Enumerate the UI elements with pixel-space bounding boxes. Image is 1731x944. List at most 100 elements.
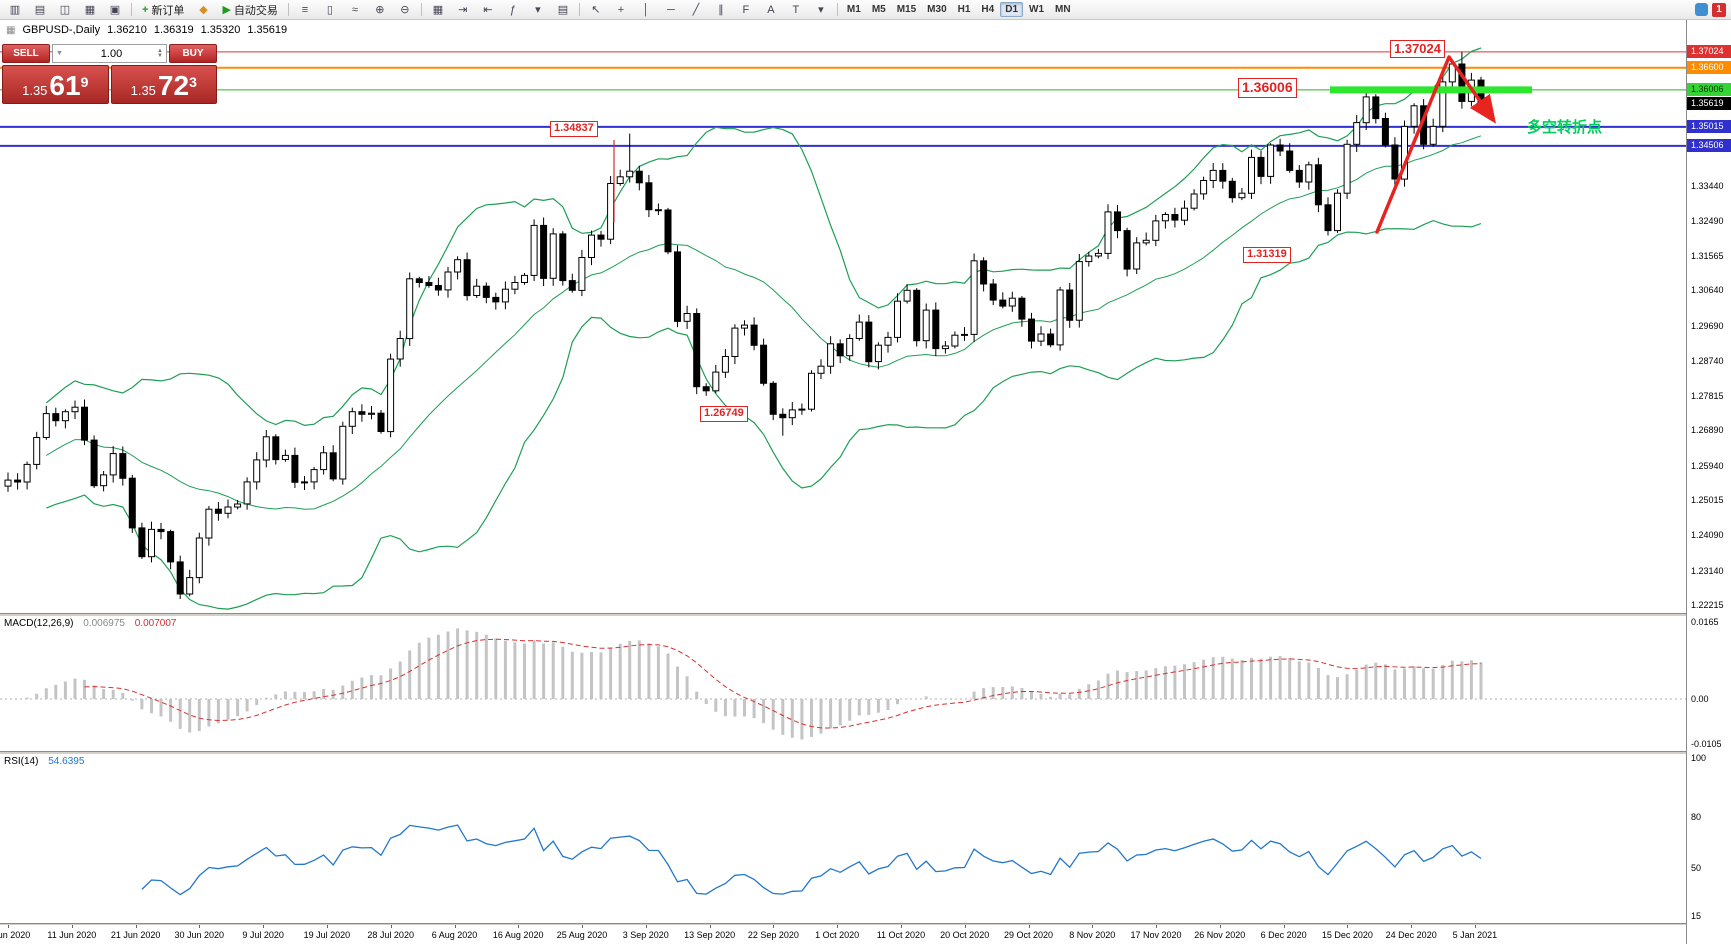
chart-icon: ▦ [6, 24, 16, 36]
price-axis-label: 1.30640 [1691, 285, 1724, 296]
date-axis-label: 5 Jan 2021 [1452, 930, 1498, 940]
candlestick-chart-icon[interactable]: ▯ [326, 4, 333, 16]
rsi-scale-label: 15 [1691, 911, 1702, 921]
autotrading-button[interactable]: ▶ 自动交易 [216, 1, 283, 19]
date-tick [1092, 925, 1094, 928]
notification-badge[interactable]: 1 [1712, 2, 1726, 17]
auto-scroll-icon[interactable]: ⇥ [458, 4, 468, 16]
date-tick [518, 925, 520, 928]
new-order-button[interactable]: + 新订单 [136, 1, 190, 19]
new-chart-icon[interactable]: ▥ [9, 4, 21, 16]
pane-separator-dates[interactable] [0, 923, 1731, 926]
price-axis-label: 1.25940 [1691, 460, 1724, 471]
price-annotation-label[interactable]: 1.26749 [700, 406, 748, 422]
bar-chart-icon[interactable]: ≡ [301, 3, 309, 16]
date-tick [199, 925, 201, 928]
sell-price-button[interactable]: 1.35 61 9 [2, 65, 109, 104]
fibonacci-icon[interactable]: F [742, 3, 750, 16]
navigator-icon[interactable]: ▦ [84, 4, 96, 16]
zoom-out-icon[interactable]: ⊖ [400, 4, 410, 16]
one-click-trading-panel: SELL ▼ 1.00 ▲ ▼ BUY 1.35 61 9 1.35 72 3 [2, 44, 217, 104]
terminal-icon[interactable]: ▣ [109, 4, 121, 16]
templates-icon[interactable]: ▤ [557, 4, 569, 16]
ohlc-close: 1.35619 [247, 24, 288, 36]
price-axis[interactable]: 1.37024 1.36600 1.36006 1.35619 1.35015 1.345… [1686, 20, 1731, 944]
volume-up-icon[interactable]: ▲ [157, 47, 163, 54]
trendline-icon[interactable]: ╱ [692, 4, 700, 16]
chart-ohlc-header: ▦ GBPUSD-,Daily 1.36210 1.36319 1.35320 … [6, 24, 287, 36]
timeframe-m30-button[interactable]: M30 [927, 4, 947, 15]
date-tick [1411, 925, 1413, 928]
date-axis-label: 8 Nov 2020 [1069, 930, 1116, 940]
date-axis-label: 11 Jun 2020 [47, 930, 97, 940]
vertical-line-icon[interactable]: │ [642, 3, 650, 16]
price-axis-label: 1.22215 [1691, 600, 1724, 610]
tile-windows-icon[interactable]: ▦ [432, 4, 444, 16]
price-axis-label: 1.25015 [1691, 495, 1724, 506]
chart-shift-icon[interactable]: ⇤ [483, 4, 493, 16]
rsi-indicator-header: RSI(14) 54.6395 [4, 756, 84, 767]
volume-dropdown-icon[interactable]: ▼ [56, 50, 63, 57]
equidistant-channel-icon[interactable]: ∥ [718, 4, 724, 16]
date-tick [582, 925, 583, 928]
timeframe-m5-button[interactable]: M5 [871, 4, 886, 15]
buy-price-button[interactable]: 1.35 72 3 [110, 65, 217, 104]
date-axis-label: 2 Jun 2020 [0, 930, 31, 940]
timeframe-h1-button[interactable]: H1 [957, 4, 971, 15]
date-tick [1474, 925, 1476, 928]
date-tick [1219, 925, 1221, 928]
cn-text-annotation[interactable]: 多空转折点 [1527, 119, 1603, 136]
date-axis-label: 17 Nov 2020 [1130, 930, 1182, 940]
timeframe-w1-button[interactable]: W1 [1029, 4, 1045, 15]
timeframe-h4-button[interactable]: H4 [981, 4, 995, 15]
pane-separator-rsi[interactable] [0, 751, 1731, 754]
sell-button[interactable]: SELL [2, 44, 50, 63]
volume-value[interactable]: 1.00 [100, 47, 123, 60]
date-tick [1283, 925, 1285, 928]
timeframe-mn-button[interactable]: MN [1055, 4, 1071, 15]
volume-spinner[interactable]: ▲ ▼ [157, 47, 166, 59]
horizontal-line-icon[interactable]: ─ [667, 3, 675, 16]
price-annotation-label[interactable]: 1.34837 [550, 121, 598, 137]
timeframe-m1-button[interactable]: M1 [846, 4, 861, 15]
crosshair-icon[interactable]: + [617, 3, 625, 16]
volume-field[interactable]: ▼ 1.00 ▲ ▼ [52, 44, 167, 63]
text-icon[interactable]: A [767, 3, 775, 16]
date-axis-label: 15 Dec 2020 [1321, 930, 1373, 940]
periods-icon[interactable]: ▾ [535, 4, 541, 16]
alerts-icon[interactable] [1695, 3, 1708, 16]
line-chart-icon[interactable]: ≈ [351, 3, 358, 16]
timeframe-m15-button[interactable]: M15 [896, 4, 917, 15]
volume-down-icon[interactable]: ▼ [157, 52, 163, 59]
arrows-list-icon[interactable]: ▾ [818, 4, 824, 16]
macd-indicator-header: MACD(12,26,9) 0.006975 0.007007 [4, 618, 176, 629]
date-axis-label: 13 Sep 2020 [684, 930, 736, 940]
timeframe-d1-button[interactable]: D1 [1000, 2, 1024, 17]
macd-scale-label: 0.0165 [1691, 617, 1719, 627]
sell-price-big: 61 [49, 70, 81, 101]
price-axis-badge: 1.35015 [1687, 119, 1731, 133]
text-label-icon[interactable]: T [792, 3, 800, 16]
buy-button[interactable]: BUY [169, 44, 217, 63]
date-tick [135, 925, 137, 928]
rsi-value: 54.6395 [48, 756, 85, 767]
profiles-icon[interactable]: ▤ [34, 4, 46, 16]
date-tick [709, 925, 711, 928]
price-annotation-label[interactable]: 1.31319 [1243, 247, 1291, 263]
ohlc-open: 1.36210 [107, 24, 147, 36]
pane-separator-macd[interactable] [0, 613, 1731, 616]
zoom-in-icon[interactable]: ⊕ [375, 4, 385, 16]
metaeditor-icon[interactable]: ◆ [199, 4, 208, 16]
date-axis[interactable]: 2 Jun 2020 11 Jun 2020 21 Jun 2020 30 Jun 2… [0, 925, 1686, 944]
market-watch-icon[interactable]: ◫ [59, 4, 71, 16]
price-annotation-label[interactable]: 1.37024 [1390, 40, 1445, 59]
indicators-list-icon[interactable]: ƒ [509, 3, 516, 16]
price-annotation-label[interactable]: 1.36006 [1238, 78, 1297, 98]
date-axis-label: 9 Jul 2020 [242, 930, 284, 940]
rsi-title: RSI(14) [4, 756, 39, 767]
cursor-icon[interactable]: ↖ [591, 4, 601, 16]
date-axis-label: 24 Dec 2020 [1385, 930, 1437, 940]
date-axis-label: 11 Oct 2020 [876, 930, 926, 940]
toolbar-separator [131, 3, 132, 16]
